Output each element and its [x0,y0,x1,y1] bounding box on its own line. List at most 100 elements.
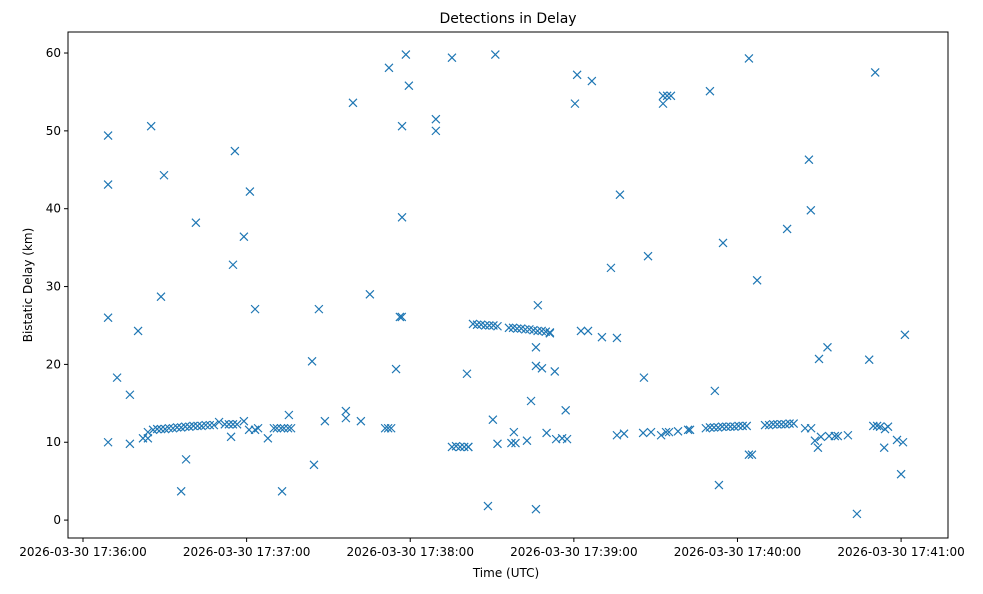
y-tick-label: 40 [46,202,61,216]
data-point-marker [870,68,880,77]
data-point-marker [230,146,240,156]
data-point-marker [810,436,820,446]
data-point-marker [813,443,823,453]
data-point-marker [189,421,198,431]
data-point-marker [181,454,191,464]
data-point-marker [226,432,236,442]
data-point-marker [201,420,211,430]
data-point-marker [572,70,582,80]
data-point-marker [661,427,671,437]
data-point-marker [768,419,778,429]
chart-title: Detections in Delay [439,11,576,27]
data-point-marker [253,423,263,433]
data-point-marker [395,312,405,322]
data-point-marker [533,326,543,336]
y-tick-label: 20 [46,357,61,371]
data-point-marker [463,442,473,452]
data-point-marker [806,423,816,433]
data-point-marker [656,430,666,440]
data-point-marker [156,424,166,434]
data-point-marker [619,429,629,439]
data-point-marker [263,433,273,443]
y-tick-label: 30 [46,280,61,294]
data-point-marker [480,321,490,330]
data-point-marker [284,410,294,420]
data-point-marker [103,313,113,323]
data-points [103,50,910,519]
data-point-marker [742,421,752,431]
data-point-marker [103,180,113,190]
data-point-marker [714,480,724,490]
data-point-marker [533,300,543,310]
data-point-marker [269,423,279,433]
data-point-marker [493,439,502,449]
data-point-marker [455,442,465,452]
data-point-marker [520,324,530,334]
data-point-marker [224,419,234,429]
y-tick-label: 0 [53,513,61,527]
data-point-marker [664,427,674,437]
data-point-marker [612,430,622,440]
data-point-marker [717,422,727,432]
data-point-marker [209,420,219,430]
data-point-marker [431,114,441,124]
data-point-marker [191,218,201,228]
data-point-marker [531,504,541,514]
data-point-marker [193,421,202,431]
data-point-marker [143,427,153,437]
data-point-marker [459,442,469,452]
data-point-marker [504,323,514,333]
y-axis-label: Bistatic Delay (km) [21,228,35,343]
data-point-marker [511,438,520,448]
data-point-marker [143,433,153,443]
data-point-marker [250,425,260,435]
data-point-marker [205,420,215,430]
data-point-marker [383,423,393,433]
data-point-marker [643,251,653,261]
data-point-marker [570,99,580,109]
data-point-marker [785,419,794,428]
data-point-marker [545,328,555,338]
data-point-marker [662,91,672,101]
data-point-marker [747,450,757,460]
data-point-marker [542,428,552,438]
data-point-marker [490,50,500,59]
data-point-marker [705,423,715,432]
data-point-marker [900,330,910,340]
data-point-marker [483,501,493,511]
data-point-marker [709,423,719,432]
data-point-marker [159,170,169,180]
data-point-marker [397,312,407,322]
data-point-marker [447,53,457,63]
data-point-marker [772,419,782,429]
data-point-marker [898,437,908,447]
data-point-marker [562,434,572,444]
x-tick-label: 2026-03-30 17:38:00 [347,545,474,559]
data-point-marker [277,486,287,496]
x-tick-label: 2026-03-30 17:36:00 [19,545,146,559]
data-point-marker [550,366,560,376]
data-point-marker [220,419,230,429]
x-axis-ticks: 2026-03-30 17:36:00 2026-03-30 17:37:00 20… [19,538,965,559]
data-point-marker [484,321,494,330]
data-point-marker [705,86,715,96]
data-point-marker [816,432,826,442]
data-point-marker [760,420,770,430]
data-point-marker [883,422,893,432]
data-point-marker [509,427,519,437]
data-point-marker [734,421,743,431]
data-point-marker [658,91,668,101]
plot-area-frame [67,31,949,539]
data-point-marker [146,121,156,131]
data-point-marker [531,361,541,371]
data-point-marker [806,205,816,215]
data-point-marker [537,363,547,373]
data-point-marker [814,354,824,364]
data-point-marker [864,355,874,365]
data-point-marker [103,437,113,447]
x-tick-label: 2026-03-30 17:39:00 [510,545,637,559]
data-point-marker [386,423,396,433]
data-point-marker [286,423,296,433]
data-point-marker [646,427,656,437]
